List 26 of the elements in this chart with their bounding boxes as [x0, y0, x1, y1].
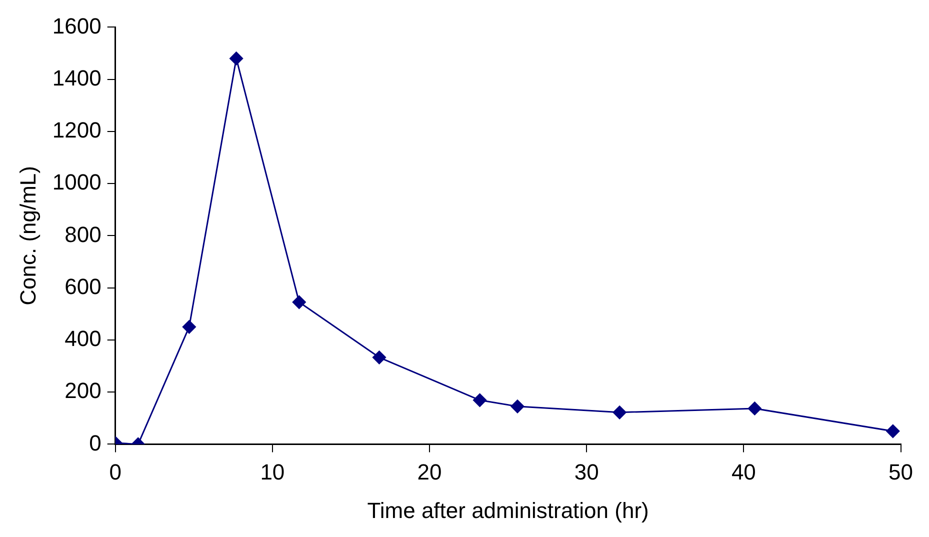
- point: [372, 350, 386, 364]
- y-tick-label: 400: [64, 326, 102, 352]
- point: [748, 402, 762, 416]
- point: [473, 393, 487, 407]
- y-tick-label: 1000: [52, 170, 102, 195]
- y-tick-label: 1200: [52, 118, 102, 143]
- y-tick-label: 600: [64, 274, 102, 299]
- x-tick-label: 0: [109, 459, 122, 484]
- x-tick-label: 10: [260, 459, 285, 484]
- x-tick-label: 50: [888, 459, 914, 484]
- x-axis-title: Time after administration (hr): [367, 498, 649, 523]
- x-tick-label: 30: [574, 459, 599, 484]
- x-tick-label: 40: [731, 459, 756, 484]
- y-tick-label: 0: [89, 430, 102, 456]
- point: [886, 424, 900, 438]
- point: [292, 295, 306, 309]
- x-tick-label: 20: [417, 459, 442, 484]
- point: [612, 406, 626, 420]
- y-tick-label: 200: [64, 378, 102, 404]
- point: [230, 52, 244, 66]
- point: [182, 320, 196, 334]
- y-tick-label: 800: [64, 222, 102, 247]
- y-axis-title: Conc. (ng/mL): [15, 166, 40, 306]
- y-tick-label: 1600: [52, 13, 102, 38]
- point: [510, 400, 524, 414]
- y-tick-label: 1400: [52, 65, 102, 90]
